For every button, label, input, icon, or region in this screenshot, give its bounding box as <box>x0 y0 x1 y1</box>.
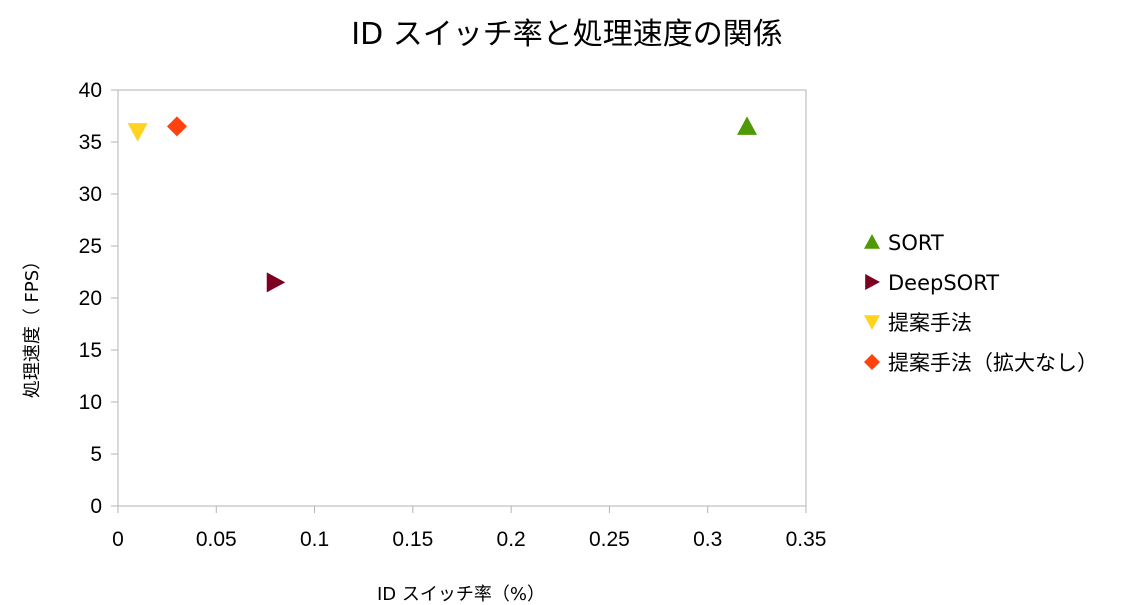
x-tick-label: 0.15 <box>392 528 433 551</box>
data-point <box>737 116 758 135</box>
data-point <box>266 272 286 293</box>
legend-label: 提案手法（拡大なし） <box>888 351 1098 375</box>
x-axis-title: ID スイッチ率（%） <box>377 584 545 605</box>
data-points <box>127 116 758 293</box>
x-tick-label: 0.25 <box>589 528 630 551</box>
y-tick-label: 25 <box>79 235 102 258</box>
legend-label: SORT <box>888 231 944 255</box>
legend-label: DeepSORT <box>888 271 999 295</box>
x-tick-label: 0.1 <box>300 528 329 551</box>
plot-area <box>117 89 807 507</box>
y-tick-label: 5 <box>90 443 102 466</box>
legend-marker <box>864 234 880 249</box>
chart-title: ID スイッチ率と処理速度の関係 <box>351 17 782 52</box>
y-axis: 0 5 10 15 20 25 30 35 40 <box>79 79 118 518</box>
y-tick-label: 0 <box>90 495 102 518</box>
legend-marker <box>865 274 880 290</box>
x-tick-label: 0.3 <box>693 528 722 551</box>
y-tick-label: 20 <box>79 287 102 310</box>
data-point <box>127 123 148 142</box>
x-tick-label: 0.35 <box>786 528 827 551</box>
data-point <box>166 116 187 137</box>
legend-marker <box>864 315 880 330</box>
y-tick-label: 30 <box>79 183 102 206</box>
y-tick-label: 40 <box>79 79 102 102</box>
x-axis: 0 0.05 0.1 0.15 0.2 0.25 0.3 0.35 <box>112 506 826 551</box>
x-tick-label: 0.05 <box>196 528 237 551</box>
y-tick-label: 15 <box>79 339 102 362</box>
y-tick-label: 10 <box>79 391 102 414</box>
y-axis-title: 処理速度（ FPS） <box>22 252 43 398</box>
y-tick-label: 35 <box>79 131 102 154</box>
x-tick-label: 0.2 <box>497 528 526 551</box>
legend-marker <box>864 354 880 370</box>
legend-label: 提案手法 <box>888 311 972 335</box>
x-tick-label: 0 <box>112 528 124 551</box>
